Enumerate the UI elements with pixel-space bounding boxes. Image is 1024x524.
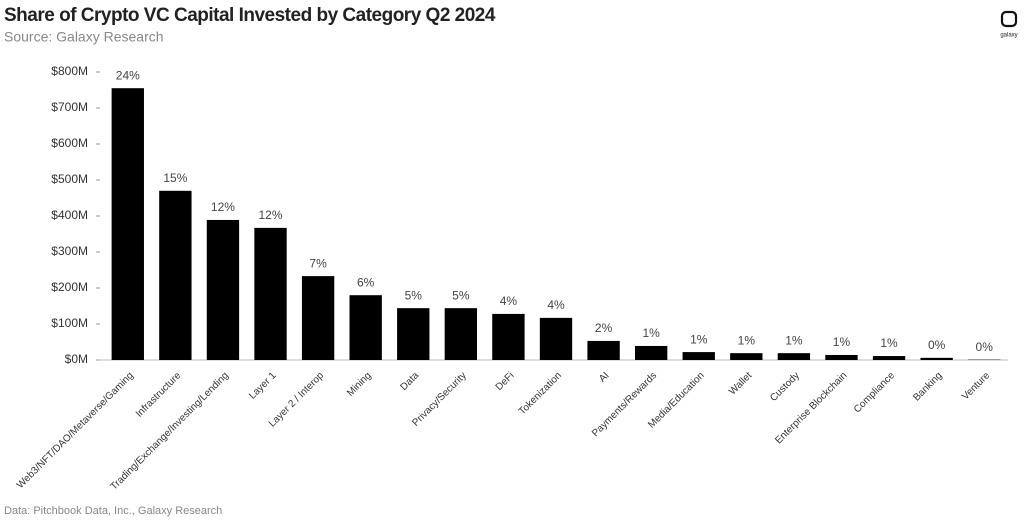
bar: [587, 340, 620, 360]
bar: [301, 276, 335, 360]
x-tick-label: Infrastructure: [134, 370, 184, 420]
x-tick-label: Web3/NFT/DAO/Metaverse/Gaming: [15, 370, 136, 491]
y-tick-label: $300M: [51, 244, 88, 258]
share-label: 5%: [405, 288, 423, 302]
bar: [349, 295, 382, 360]
x-tick-label: Data: [399, 370, 422, 393]
x-tick-label: Layer 1: [247, 370, 279, 402]
share-label: 0%: [928, 338, 946, 352]
bar: [111, 88, 144, 360]
bar: [682, 352, 715, 360]
share-label: 24%: [116, 68, 140, 82]
y-tick-label: $0M: [65, 352, 88, 366]
share-label: 1%: [880, 336, 898, 350]
x-tick-label: Compliance: [852, 370, 897, 415]
bar: [872, 356, 906, 360]
x-tick-label: Mining: [345, 370, 374, 399]
y-tick-label: $700M: [51, 100, 88, 114]
x-tick-label: Custody: [768, 370, 802, 404]
share-label: 7%: [309, 256, 327, 270]
share-label: 1%: [833, 335, 851, 349]
bar: [206, 219, 240, 360]
share-label: 15%: [163, 171, 187, 185]
bar: [634, 345, 668, 360]
share-label: 2%: [595, 321, 613, 335]
footnote: Data: Pitchbook Data, Inc., Galaxy Resea…: [4, 505, 222, 517]
bar: [539, 317, 573, 360]
share-label: 12%: [211, 200, 235, 214]
share-label: 1%: [642, 326, 660, 340]
bar: [492, 313, 525, 360]
share-label: 4%: [547, 298, 565, 312]
bar: [397, 308, 430, 360]
y-tick-label: $400M: [51, 208, 88, 222]
y-tick-label: $100M: [51, 316, 88, 330]
y-tick-label: $200M: [51, 280, 88, 294]
bar: [825, 354, 858, 360]
x-tick-label: AI: [597, 370, 611, 384]
share-label: 1%: [785, 333, 803, 347]
y-tick-label: $600M: [51, 136, 88, 150]
share-label: 1%: [738, 333, 756, 347]
share-label: 6%: [357, 275, 375, 289]
share-label: 1%: [690, 332, 708, 346]
logo-text: galaxy: [1000, 33, 1017, 39]
x-tick-label: Banking: [911, 370, 944, 403]
share-label: 5%: [452, 288, 470, 302]
y-tick-label: $800M: [51, 64, 88, 78]
chart-subtitle: Source: Galaxy Research: [4, 29, 164, 45]
bar: [159, 190, 192, 360]
share-label: 0%: [976, 340, 994, 354]
share-label: 12%: [259, 208, 283, 222]
x-tick-label: Tokenization: [517, 370, 564, 417]
bar: [920, 357, 953, 360]
bar: [254, 227, 287, 360]
y-tick-label: $500M: [51, 172, 88, 186]
bar: [777, 353, 811, 360]
share-label: 4%: [500, 294, 518, 308]
x-tick-label: DeFi: [494, 370, 517, 393]
bar: [730, 353, 763, 360]
x-tick-label: Wallet: [727, 370, 754, 397]
chart-title: Share of Crypto VC Capital Invested by C…: [4, 5, 496, 26]
bar: [444, 308, 478, 360]
logo-icon: [1000, 10, 1018, 28]
x-tick-label: Venture: [960, 370, 992, 402]
